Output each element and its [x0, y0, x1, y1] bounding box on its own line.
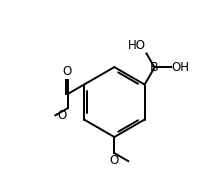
Text: O: O: [62, 65, 71, 78]
Text: B: B: [150, 61, 159, 74]
Text: O: O: [57, 109, 67, 122]
Text: O: O: [110, 154, 119, 167]
Text: OH: OH: [172, 61, 190, 74]
Text: HO: HO: [128, 39, 146, 52]
